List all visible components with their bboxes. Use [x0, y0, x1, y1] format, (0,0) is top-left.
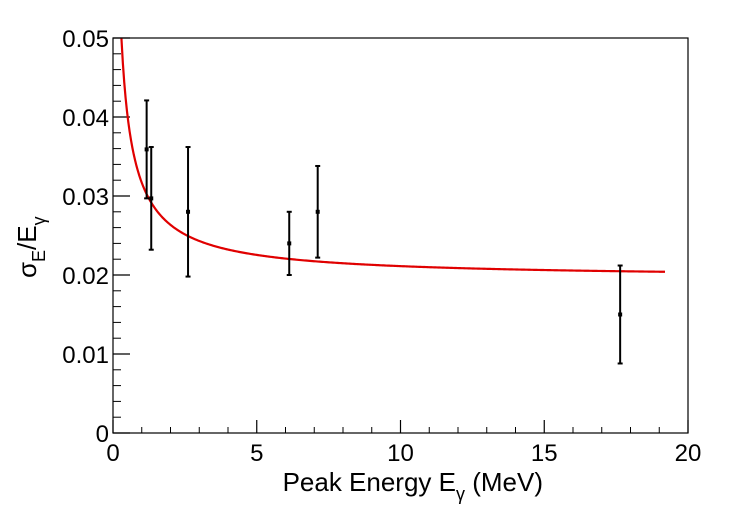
data-marker [186, 209, 191, 214]
x-axis-title-suffix: (MeV) [465, 467, 543, 497]
x-axis-tick-labels: 0 5 10 15 20 [106, 440, 701, 467]
y-axis-title-e-subscript: γ [29, 216, 49, 225]
y-tick-label: 0.04 [62, 105, 109, 132]
y-axis-minor-ticks [113, 53, 121, 418]
data-marker [315, 209, 320, 214]
y-tick-label: 0.05 [62, 26, 109, 53]
plot-frame [112, 37, 689, 434]
data-point [617, 264, 623, 365]
x-tick-label: 20 [675, 440, 702, 467]
x-axis-title-main: Peak Energy E [283, 467, 456, 497]
y-axis-title-slash-e: /E [12, 225, 42, 250]
x-axis-title-subscript: γ [456, 484, 465, 504]
data-marker [287, 241, 292, 246]
fit-curve [120, 38, 666, 273]
x-tick-label: 15 [531, 440, 558, 467]
y-axis-title: σE/Eγ [12, 216, 49, 278]
y-axis-tick-labels: 0 0.01 0.02 0.03 0.04 0.05 [62, 26, 109, 448]
data-point [144, 99, 150, 200]
y-tick-label: 0 [96, 421, 109, 448]
x-tick-label: 0 [106, 440, 119, 467]
data-marker [144, 147, 149, 152]
data-point [148, 146, 154, 251]
data-point [315, 164, 321, 259]
data-points [144, 99, 623, 365]
data-marker [149, 196, 154, 201]
y-axis-title-sigma: σ [12, 262, 42, 278]
x-axis-minor-ticks [141, 427, 660, 433]
data-point [286, 210, 292, 276]
y-tick-label: 0.03 [62, 184, 109, 211]
y-tick-label: 0.02 [62, 263, 109, 290]
y-axis-title-sigma-subscript: E [29, 250, 49, 262]
y-tick-label: 0.01 [62, 342, 109, 369]
data-point [185, 146, 191, 278]
x-tick-label: 10 [387, 440, 414, 467]
x-axis-title: Peak Energy Eγ (MeV) [283, 467, 543, 504]
x-tick-label: 5 [250, 440, 263, 467]
data-marker [618, 312, 623, 317]
fit-layer [120, 38, 666, 273]
